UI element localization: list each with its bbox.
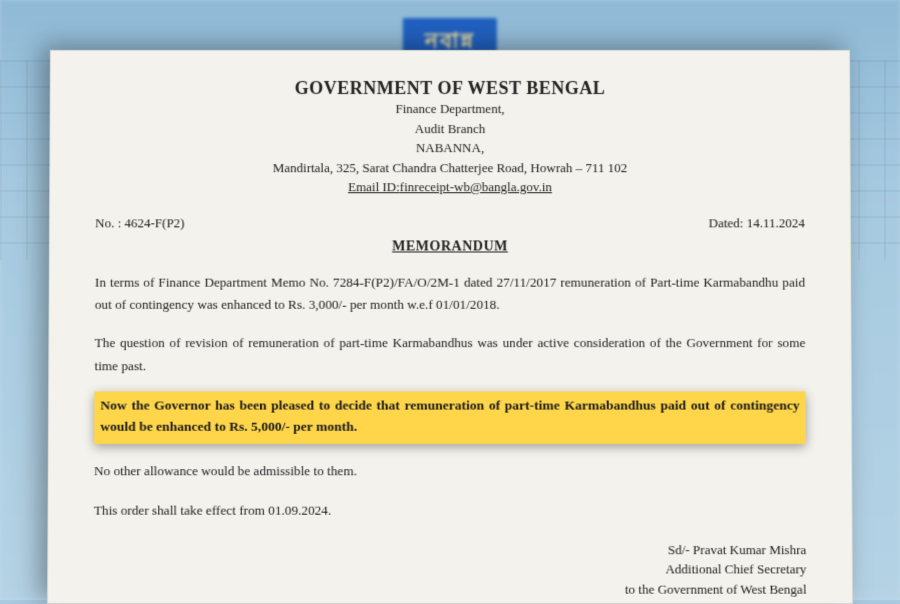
department-line: Finance Department, [96,99,805,119]
branch-line: Audit Branch [96,119,805,139]
signature-name: Sd/- Pravat Kumar Mishra [94,540,807,560]
address-line: Mandirtala, 325, Sarat Chandra Chatterje… [95,158,804,178]
document-header: GOVERNMENT OF WEST BENGAL Finance Depart… [95,78,804,197]
highlighted-decision: Now the Governor has been pleased to dec… [94,392,806,444]
signature-designation: Additional Chief Secretary [94,560,807,580]
dated-value: Dated: 14.11.2024 [709,215,805,231]
paragraph-4: This order shall take effect from 01.09.… [94,499,806,522]
email-line: Email ID:finreceipt-wb@bangla.gov.in [95,177,804,197]
paragraph-1: In terms of Finance Department Memo No. … [95,271,805,316]
email-value: finreceipt-wb@bangla.gov.in [400,179,552,194]
signature-block: Sd/- Pravat Kumar Mishra Additional Chie… [93,540,806,599]
signature-org: to the Government of West Bengal [93,579,806,599]
email-label: Email ID: [348,179,400,194]
paragraph-3: No other allowance would be admissible t… [94,460,806,483]
memorandum-title: MEMORANDUM [95,239,805,255]
government-title: GOVERNMENT OF WEST BENGAL [96,78,804,99]
reference-number: No. : 4624-F(P2) [95,215,184,231]
office-line: NABANNA, [96,138,805,158]
memorandum-document: GOVERNMENT OF WEST BENGAL Finance Depart… [47,50,853,604]
paragraph-2: The question of revision of remuneration… [94,332,805,377]
meta-row: No. : 4624-F(P2) Dated: 14.11.2024 [95,215,805,231]
